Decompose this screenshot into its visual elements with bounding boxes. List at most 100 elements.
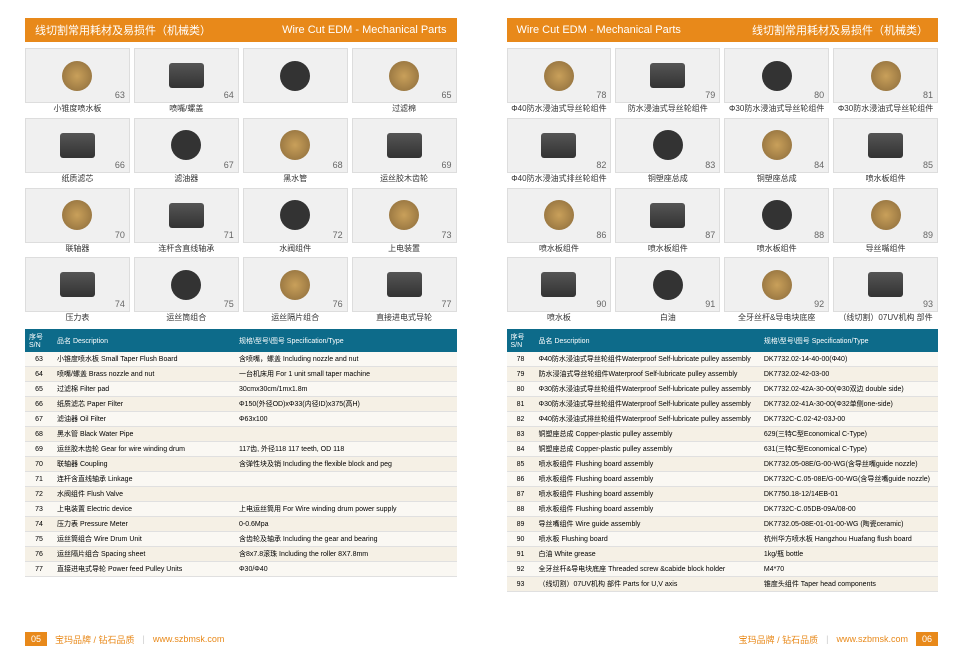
- product-caption: 连杆含直线轴承: [134, 245, 239, 254]
- product-caption: 喷水板组件: [615, 245, 720, 254]
- table-row: 83铜塑座总成 Copper-plastic pulley assembly62…: [507, 427, 939, 442]
- product-caption: Φ30防水浸油式导丝轮组件: [833, 105, 938, 114]
- product-caption: Φ30防水浸油式导丝轮组件: [724, 105, 829, 114]
- product-thumb: 73: [352, 188, 457, 243]
- table-row: 90喷水板 Flushing board杭州华方喷水板 Hangzhou Hua…: [507, 532, 939, 547]
- website-url: www.szbmsk.com: [836, 634, 908, 644]
- product-thumb: 70: [25, 188, 130, 243]
- cell-desc: 喷水板组件 Flushing board assembly: [535, 472, 760, 487]
- product-caption: 喷水板组件: [833, 175, 938, 184]
- product-cell: 64喷嘴/螺盖: [134, 48, 239, 114]
- product-number: 64: [224, 90, 234, 100]
- cell-desc: Φ40防水浸油式导丝轮组件Waterproof Self-lubricate p…: [535, 352, 760, 367]
- cell-sn: 75: [25, 532, 53, 547]
- cell-spec: Φ150(外径OD)xΦ33(内径ID)x375(高H): [235, 397, 457, 412]
- cell-spec: 含8x7.8滚珠 Including the roller 8X7.8mm: [235, 547, 457, 562]
- catalog-spread: 线切割常用耗材及易损件（机械类） Wire Cut EDM - Mechanic…: [0, 0, 963, 654]
- product-number: 90: [596, 299, 606, 309]
- cell-spec: 上电运丝筒用 For Wire winding drum power suppl…: [235, 502, 457, 517]
- table-row: 91白油 White grease1kg/瓶 bottle: [507, 547, 939, 562]
- cell-spec: Φ30/Φ40: [235, 562, 457, 577]
- product-caption: 过滤棉: [352, 105, 457, 114]
- product-cell: 90喷水板: [507, 257, 612, 323]
- product-number: 87: [705, 230, 715, 240]
- product-cell: [243, 48, 348, 114]
- cell-desc: 滤油器 Oil Filter: [53, 412, 235, 427]
- cell-spec: DK7732.02-42-03-00: [760, 367, 938, 382]
- product-number: 76: [333, 299, 343, 309]
- product-caption: Φ40防水浸油式导丝轮组件: [507, 105, 612, 114]
- product-number: 89: [923, 230, 933, 240]
- cell-spec: [235, 472, 457, 487]
- cell-spec: DK7732C-C.05-08E/G-00-WG(含导丝嘴guide nozzl…: [760, 472, 938, 487]
- header-cn: 线切割常用耗材及易损件（机械类）: [35, 22, 211, 38]
- product-cell: 76运丝隔片组合: [243, 257, 348, 323]
- cell-spec: M4*70: [760, 562, 938, 577]
- cell-desc: 全牙丝杆&导电块底座 Threaded screw &cabide block …: [535, 562, 760, 577]
- cell-sn: 84: [507, 442, 535, 457]
- cell-sn: 88: [507, 502, 535, 517]
- product-number: 65: [441, 90, 451, 100]
- table-row: 65过滤棉 Filter pad30cmx30cm/1mx1.8m: [25, 382, 457, 397]
- page-number: 06: [916, 632, 938, 646]
- cell-sn: 77: [25, 562, 53, 577]
- header-right: Wire Cut EDM - Mechanical Parts 线切割常用耗材及…: [507, 18, 939, 42]
- cell-desc: Φ30防水浸油式导丝轮组件Waterproof Self-lubricate p…: [535, 397, 760, 412]
- cell-sn: 68: [25, 427, 53, 442]
- product-cell: 82Φ40防水浸油式排丝轮组件: [507, 118, 612, 184]
- product-number: 80: [814, 90, 824, 100]
- product-cell: 74压力表: [25, 257, 130, 323]
- cell-desc: 喷嘴/螺盖 Brass nozzle and nut: [53, 367, 235, 382]
- cell-sn: 86: [507, 472, 535, 487]
- th-desc: 品名 Description: [53, 329, 235, 352]
- table-row: 81Φ30防水浸油式导丝轮组件Waterproof Self-lubricate…: [507, 397, 939, 412]
- cell-spec: DK7732.05-08E/G-00-WG(含导丝嘴guide nozzle): [760, 457, 938, 472]
- cell-spec: 30cmx30cm/1mx1.8m: [235, 382, 457, 397]
- cell-sn: 85: [507, 457, 535, 472]
- spec-table-left: 序号S/N 品名 Description 规格\型号\图号 Specificat…: [25, 329, 457, 577]
- cell-desc: 水阀组件 Flush Valve: [53, 487, 235, 502]
- product-number: 70: [115, 230, 125, 240]
- cell-desc: 铜塑座总成 Copper-plastic pulley assembly: [535, 427, 760, 442]
- product-number: 92: [814, 299, 824, 309]
- cell-desc: 小锥度喷水板 Small Taper Flush Board: [53, 352, 235, 367]
- product-caption: 纸质滤芯: [25, 175, 130, 184]
- cell-desc: 导丝嘴组件 Wire guide assembly: [535, 517, 760, 532]
- product-thumb: 74: [25, 257, 130, 312]
- cell-spec: 含喷嘴，螺盖 Including nozzle and nut: [235, 352, 457, 367]
- cell-desc: Φ30防水浸油式导丝轮组件Waterproof Self-lubricate p…: [535, 382, 760, 397]
- cell-sn: 72: [25, 487, 53, 502]
- product-number: 85: [923, 160, 933, 170]
- product-caption: 铜塑座总成: [724, 175, 829, 184]
- cell-desc: 白油 White grease: [535, 547, 760, 562]
- cell-spec: 631(三特C型Economical C-Type): [760, 442, 938, 457]
- table-row: 80Φ30防水浸油式导丝轮组件Waterproof Self-lubricate…: [507, 382, 939, 397]
- header-en: Wire Cut EDM - Mechanical Parts: [282, 24, 446, 36]
- cell-sn: 70: [25, 457, 53, 472]
- cell-desc: 喷水板组件 Flushing board assembly: [535, 487, 760, 502]
- product-grid-right: 78Φ40防水浸油式导丝轮组件79防水浸油式导丝轮组件80Φ30防水浸油式导丝轮…: [507, 48, 939, 323]
- product-thumb: [243, 48, 348, 103]
- product-number: 88: [814, 230, 824, 240]
- cell-spec: 1kg/瓶 bottle: [760, 547, 938, 562]
- table-row: 93（线切割）07UV机构 部件 Parts for U,V axis锥度头组件…: [507, 577, 939, 592]
- product-thumb: 89: [833, 188, 938, 243]
- cell-sn: 80: [507, 382, 535, 397]
- table-row: 79防水浸油式导丝轮组件Waterproof Self-lubricate pu…: [507, 367, 939, 382]
- product-thumb: 75: [134, 257, 239, 312]
- cell-desc: 运丝隔片组合 Spacing sheet: [53, 547, 235, 562]
- product-caption: 导丝嘴组件: [833, 245, 938, 254]
- cell-desc: （线切割）07UV机构 部件 Parts for U,V axis: [535, 577, 760, 592]
- product-cell: 68黑水管: [243, 118, 348, 184]
- product-cell: 78Φ40防水浸油式导丝轮组件: [507, 48, 612, 114]
- product-thumb: 68: [243, 118, 348, 173]
- cell-sn: 65: [25, 382, 53, 397]
- cell-spec: DK7732.02-14-40-00(Φ40): [760, 352, 938, 367]
- product-cell: 92全牙丝杆&导电块底座: [724, 257, 829, 323]
- product-number: 63: [115, 90, 125, 100]
- product-thumb: 64: [134, 48, 239, 103]
- product-thumb: 66: [25, 118, 130, 173]
- table-row: 71连杆含直线轴承 Linkage: [25, 472, 457, 487]
- product-caption: 直接进电式导轮: [352, 314, 457, 323]
- table-row: 68黑水管 Black Water Pipe: [25, 427, 457, 442]
